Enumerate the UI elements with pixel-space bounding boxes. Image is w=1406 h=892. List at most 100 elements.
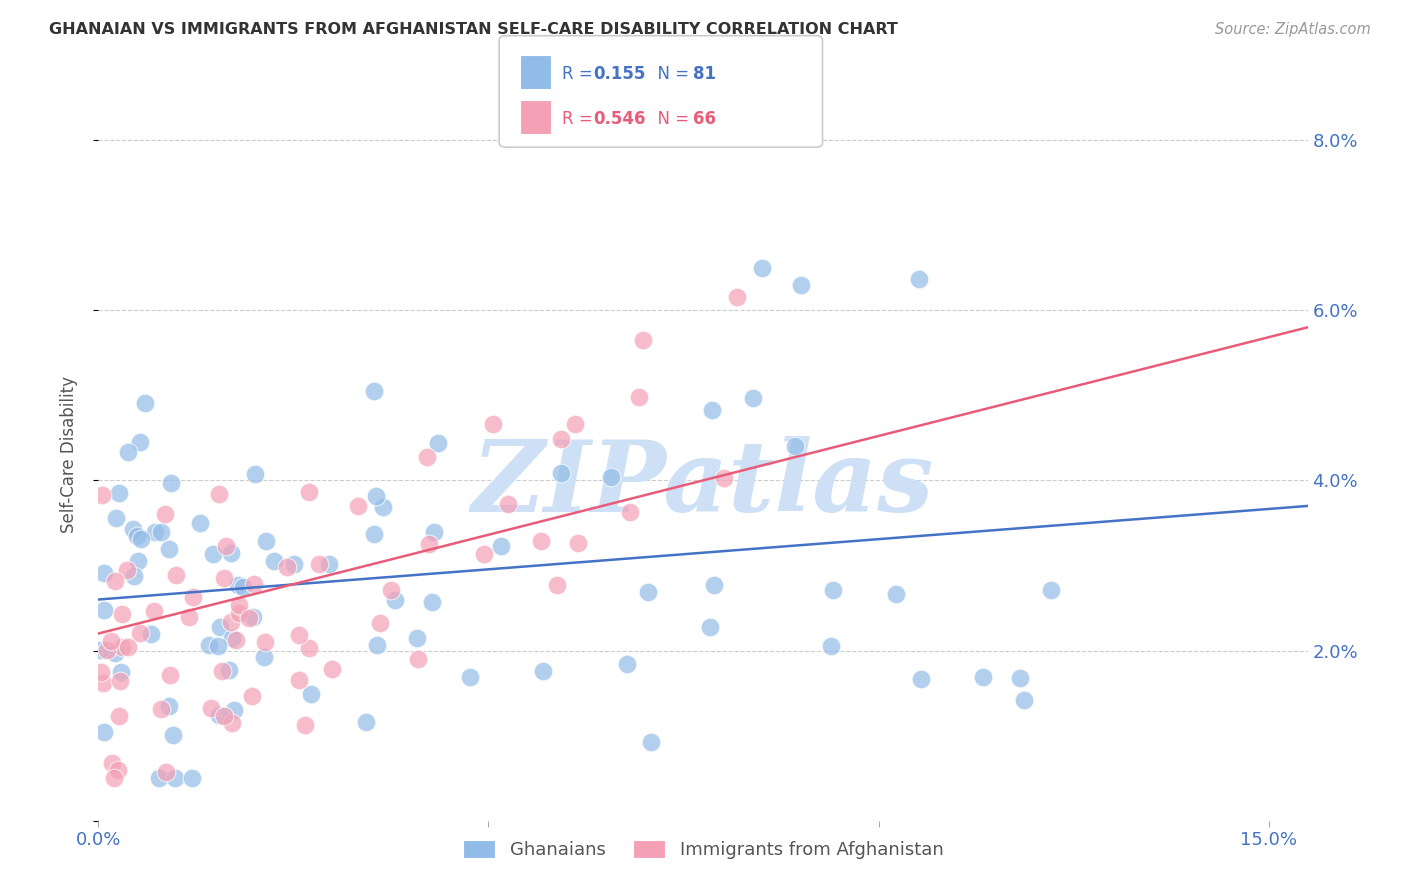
Point xyxy=(910,673,932,687)
Text: 0.155: 0.155 xyxy=(593,65,645,83)
Point xyxy=(238,611,260,625)
Point xyxy=(354,714,377,729)
Point xyxy=(420,595,443,609)
Point xyxy=(228,598,250,612)
Point xyxy=(416,450,439,464)
Point xyxy=(117,445,139,459)
Point xyxy=(703,577,725,591)
Point xyxy=(179,610,201,624)
Point xyxy=(288,627,311,641)
Point xyxy=(108,485,131,500)
Text: 0.546: 0.546 xyxy=(593,110,645,128)
Point xyxy=(190,516,212,530)
Point xyxy=(232,580,254,594)
Point xyxy=(243,577,266,591)
Point xyxy=(472,547,495,561)
Point xyxy=(346,499,368,513)
Point xyxy=(1012,692,1035,706)
Point xyxy=(93,566,115,580)
Point xyxy=(301,687,323,701)
Point xyxy=(121,522,143,536)
Point xyxy=(1008,671,1031,685)
Text: ZIPatlas: ZIPatlas xyxy=(472,436,934,533)
Point xyxy=(298,485,321,500)
Point xyxy=(153,507,176,521)
Point xyxy=(134,396,156,410)
Point xyxy=(228,606,250,620)
Point xyxy=(221,631,243,645)
Point xyxy=(202,547,225,561)
Point xyxy=(298,640,321,655)
Point xyxy=(208,707,231,722)
Point xyxy=(294,718,316,732)
Point xyxy=(619,505,641,519)
Point xyxy=(637,584,659,599)
Point xyxy=(276,560,298,574)
Point xyxy=(143,604,166,618)
Text: N =: N = xyxy=(647,65,695,83)
Point xyxy=(222,703,245,717)
Point xyxy=(91,488,114,502)
Point xyxy=(104,574,127,588)
Point xyxy=(380,582,402,597)
Point xyxy=(110,665,132,679)
Point xyxy=(321,662,343,676)
Point xyxy=(821,583,844,598)
Point xyxy=(550,466,572,480)
Point xyxy=(150,524,173,539)
Point xyxy=(214,540,236,554)
Point xyxy=(972,670,994,684)
Point xyxy=(1040,582,1063,597)
Point xyxy=(221,715,243,730)
Point xyxy=(550,432,572,446)
Point xyxy=(226,578,249,592)
Point xyxy=(211,664,233,678)
Point xyxy=(627,390,650,404)
Point xyxy=(219,615,242,629)
Text: GHANAIAN VS IMMIGRANTS FROM AFGHANISTAN SELF-CARE DISABILITY CORRELATION CHART: GHANAIAN VS IMMIGRANTS FROM AFGHANISTAN … xyxy=(49,22,898,37)
Point xyxy=(103,771,125,785)
Point xyxy=(783,439,806,453)
Point xyxy=(458,670,481,684)
Point xyxy=(111,640,134,654)
Point xyxy=(254,533,277,548)
Point xyxy=(96,642,118,657)
Point xyxy=(406,652,429,666)
Point xyxy=(143,525,166,540)
Point xyxy=(219,546,242,560)
Point xyxy=(482,417,505,432)
Point xyxy=(713,471,735,485)
Point xyxy=(208,487,231,501)
Point xyxy=(427,436,450,450)
Point xyxy=(128,625,150,640)
Point xyxy=(100,634,122,648)
Point xyxy=(197,638,219,652)
Point xyxy=(243,467,266,481)
Y-axis label: Self-Care Disability: Self-Care Disability xyxy=(59,376,77,533)
Point xyxy=(108,709,131,723)
Point xyxy=(616,657,638,671)
Point xyxy=(101,756,124,771)
Point xyxy=(789,277,811,292)
Point xyxy=(567,536,589,550)
Point xyxy=(129,533,152,547)
Point xyxy=(384,593,406,607)
Point xyxy=(699,619,721,633)
Point xyxy=(530,534,553,549)
Point xyxy=(631,333,654,347)
Point xyxy=(200,701,222,715)
Point xyxy=(127,554,149,568)
Point xyxy=(318,557,340,571)
Point xyxy=(418,536,440,550)
Point xyxy=(155,765,177,780)
Point xyxy=(700,403,723,417)
Point xyxy=(122,569,145,583)
Text: N =: N = xyxy=(647,110,695,128)
Point xyxy=(207,639,229,653)
Point xyxy=(283,557,305,571)
Point xyxy=(422,524,444,539)
Point xyxy=(107,763,129,777)
Point xyxy=(93,724,115,739)
Point xyxy=(208,620,231,634)
Point xyxy=(225,632,247,647)
